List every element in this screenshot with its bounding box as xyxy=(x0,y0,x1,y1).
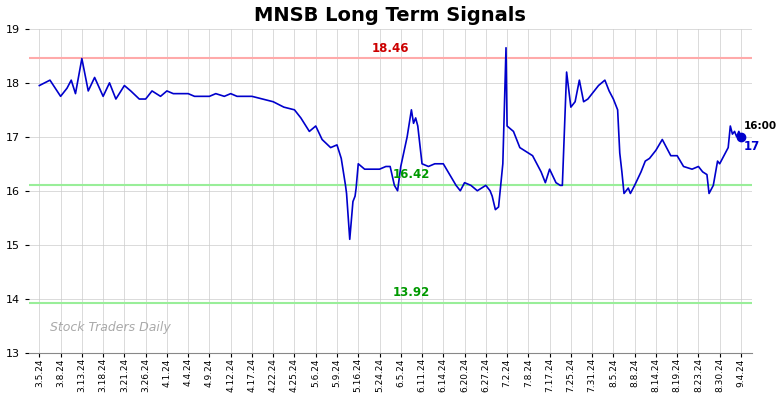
Text: Stock Traders Daily: Stock Traders Daily xyxy=(50,321,171,334)
Text: 17: 17 xyxy=(744,140,760,152)
Text: 13.92: 13.92 xyxy=(393,286,430,299)
Text: 18.46: 18.46 xyxy=(372,42,409,55)
Title: MNSB Long Term Signals: MNSB Long Term Signals xyxy=(254,6,526,25)
Text: 16:00: 16:00 xyxy=(744,121,777,131)
Text: 16.42: 16.42 xyxy=(393,168,430,181)
